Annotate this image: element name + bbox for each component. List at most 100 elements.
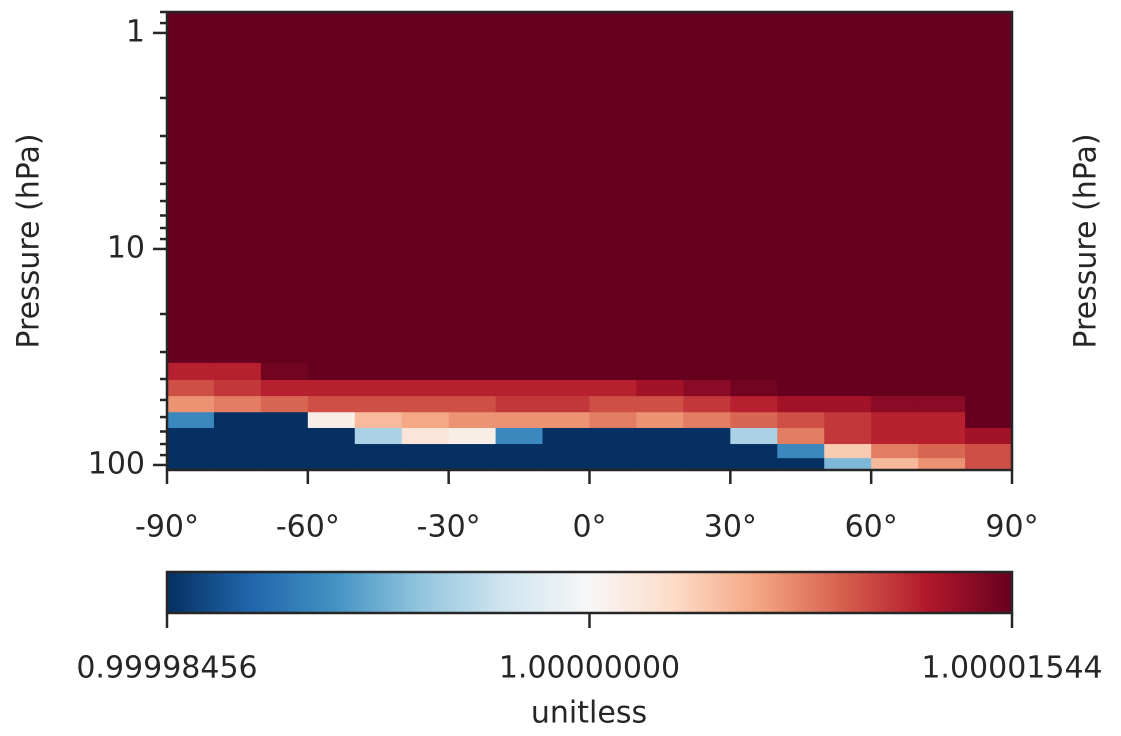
heatmap-cell xyxy=(777,12,825,364)
heatmap-cell xyxy=(167,458,215,471)
colorbar xyxy=(167,572,1012,613)
heatmap-cell xyxy=(354,427,403,445)
heatmap-cell xyxy=(307,362,356,381)
heatmap-cell xyxy=(871,412,919,429)
heatmap-cell xyxy=(683,458,731,471)
heatmap-cell xyxy=(167,444,215,459)
heatmap-cell xyxy=(260,12,309,364)
heatmap-cell xyxy=(213,12,262,364)
heatmap-cell xyxy=(495,12,544,364)
heatmap-cell xyxy=(777,396,825,413)
heatmap-cell xyxy=(871,444,919,459)
heatmap-cell xyxy=(636,362,684,381)
heatmap-cell xyxy=(213,427,262,445)
heatmap-cell xyxy=(495,396,544,413)
heatmap-cell xyxy=(495,427,544,445)
heatmap-cell xyxy=(495,412,544,429)
heatmap-cell xyxy=(354,362,403,381)
y2-axis-label: Pressure (hPa) xyxy=(1069,133,1104,348)
heatmap-cell xyxy=(307,12,356,364)
heatmap-cell xyxy=(260,379,309,397)
heatmap-cell xyxy=(824,427,872,445)
heatmap-cell xyxy=(448,379,497,397)
heatmap-cell xyxy=(918,12,966,364)
heatmap-cell xyxy=(871,458,919,471)
heatmap-cell xyxy=(636,412,684,429)
heatmap-cell xyxy=(777,458,825,471)
heatmap-cell xyxy=(965,12,1013,364)
heatmap-cell xyxy=(965,379,1013,397)
heatmap-cell xyxy=(824,362,872,381)
heatmap-cell xyxy=(307,379,356,397)
heatmap-cell xyxy=(307,412,356,429)
heatmap-cell xyxy=(730,427,778,445)
heatmap-cell xyxy=(542,396,590,413)
heatmap-cell xyxy=(260,362,309,381)
heatmap-cell xyxy=(167,412,215,429)
heatmap-cell xyxy=(777,444,825,459)
heatmap-cell xyxy=(918,427,966,445)
heatmap-cell xyxy=(871,396,919,413)
heatmap-cell xyxy=(918,412,966,429)
heatmap-cell xyxy=(918,396,966,413)
heatmap-cell xyxy=(354,12,403,364)
heatmap-cell xyxy=(495,458,544,471)
heatmap-cell xyxy=(918,458,966,471)
heatmap-cell xyxy=(542,379,590,397)
heatmap-cell xyxy=(354,396,403,413)
heatmap-cell xyxy=(167,379,215,397)
heatmap-cell xyxy=(589,12,637,364)
colorbar-tick-label: 1.00000000 xyxy=(499,651,680,686)
heatmap-cell xyxy=(307,444,356,459)
heatmap-cell xyxy=(167,362,215,381)
heatmap-cell xyxy=(730,12,778,364)
heatmap-cell xyxy=(167,12,215,364)
heatmap-cell xyxy=(871,379,919,397)
heatmap-cell xyxy=(260,396,309,413)
heatmap-cell xyxy=(542,12,590,364)
heatmap-cell xyxy=(589,362,637,381)
heatmap-cell xyxy=(824,458,872,471)
heatmap-cell xyxy=(965,427,1013,445)
heatmap-cell xyxy=(824,396,872,413)
heatmap-cell xyxy=(683,12,731,364)
heatmap-cell xyxy=(354,458,403,471)
heatmap-cell xyxy=(448,427,497,445)
heatmap-cell xyxy=(824,412,872,429)
heatmap-cell xyxy=(213,362,262,381)
heatmap-cell xyxy=(213,379,262,397)
heatmap-cell xyxy=(636,444,684,459)
heatmap-cell xyxy=(965,444,1013,459)
heatmap-cell xyxy=(401,444,450,459)
heatmap-cell xyxy=(918,379,966,397)
heatmap-cell xyxy=(213,412,262,429)
heatmap-cell xyxy=(589,379,637,397)
heatmap-cell xyxy=(213,458,262,471)
heatmap-cell xyxy=(448,412,497,429)
heatmap-cell xyxy=(777,362,825,381)
heatmap-cell xyxy=(401,396,450,413)
heatmap-cell xyxy=(167,427,215,445)
heatmap-cell xyxy=(730,412,778,429)
heatmap-cell xyxy=(448,444,497,459)
heatmap-cell xyxy=(918,444,966,459)
heatmap-cell xyxy=(683,412,731,429)
heatmap-cell xyxy=(401,12,450,364)
heatmap-cell xyxy=(401,362,450,381)
x-tick-label: 60° xyxy=(845,510,898,545)
heatmap-cell xyxy=(401,379,450,397)
heatmap-cell xyxy=(589,458,637,471)
y-tick-label: 10 xyxy=(107,230,145,265)
heatmap-cell xyxy=(730,362,778,381)
heatmap-cell xyxy=(636,396,684,413)
heatmap-cell xyxy=(730,444,778,459)
heatmap-cell xyxy=(965,362,1013,381)
heatmap-cell xyxy=(448,396,497,413)
heatmap-cell xyxy=(401,427,450,445)
heatmap-cell xyxy=(495,379,544,397)
heatmap-cell xyxy=(589,396,637,413)
heatmap-cell xyxy=(542,458,590,471)
colorbar-tick-label: 0.99998456 xyxy=(76,651,257,686)
x-tick-label: 90° xyxy=(985,510,1038,545)
